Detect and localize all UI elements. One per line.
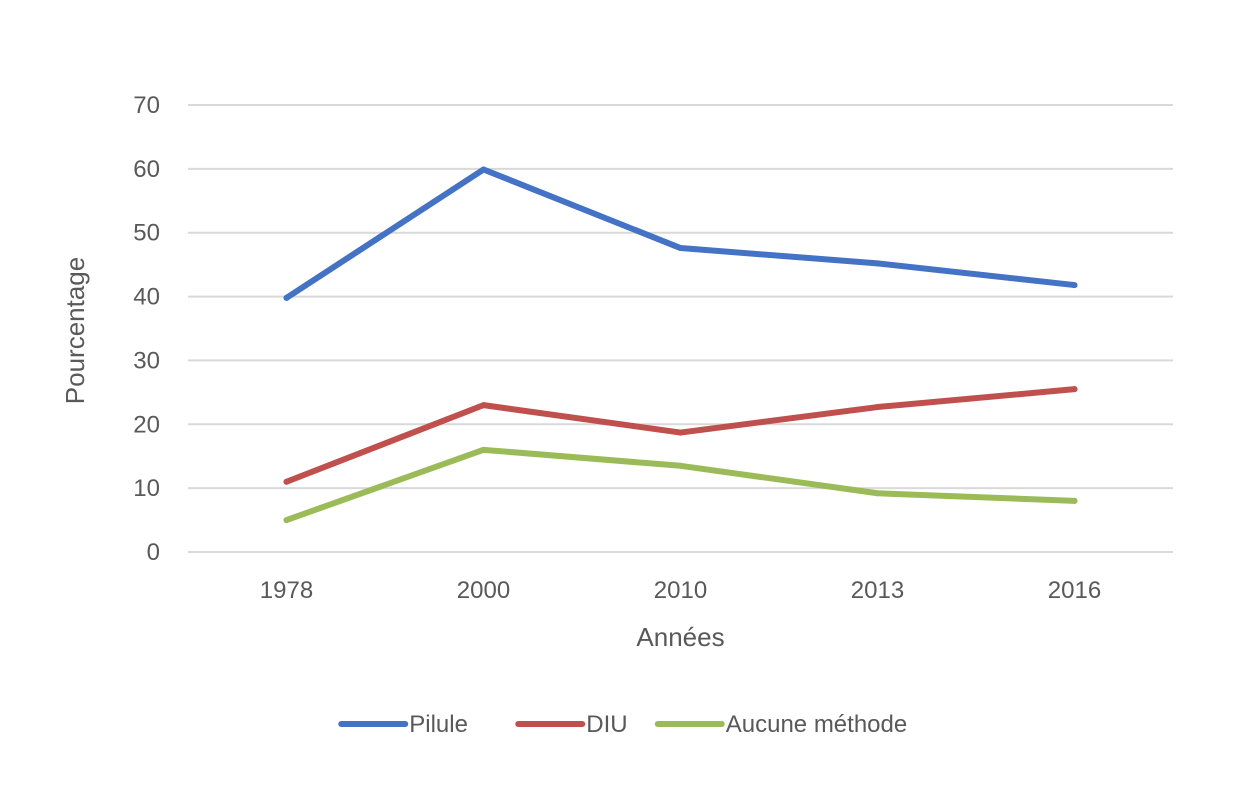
y-tick-label: 40 [133,284,160,311]
x-axis-ticks: 1978 2000 2010 2013 2016 [260,577,1101,604]
data-point [677,245,684,252]
x-tick-label: 2010 [654,577,707,604]
gridlines [188,104,1173,553]
x-tick-label: 1978 [260,577,313,604]
data-point [874,260,881,267]
data-point [1071,497,1078,504]
legend-label: DIU [586,711,627,738]
legend-item-aucune-m-thode: Aucune méthode [654,711,907,738]
legend-label: Aucune méthode [726,711,907,738]
data-point [283,517,290,524]
data-point [480,446,487,453]
data-point [677,462,684,469]
series-lines [283,166,1078,524]
data-point [283,294,290,301]
y-tick-label: 60 [133,156,160,183]
y-tick-label: 70 [133,92,160,119]
x-tick-label: 2013 [851,577,904,604]
y-tick-label: 30 [133,347,160,374]
data-point [677,429,684,436]
y-tick-label: 50 [133,220,160,247]
data-point [480,166,487,173]
data-point [874,404,881,411]
x-tick-label: 2000 [457,577,510,604]
y-tick-label: 10 [133,475,160,502]
data-point [480,402,487,409]
y-tick-label: 20 [133,411,160,438]
y-axis-ticks: 0 10 20 30 40 50 60 70 [133,92,160,566]
legend-item-diu: DIU [515,711,628,738]
x-tick-label: 2016 [1048,577,1101,604]
legend-label: Pilule [409,711,468,738]
data-point [1071,282,1078,289]
data-point [874,490,881,497]
y-axis-title: Pourcentage [60,257,90,404]
legend: Pilule DIU Aucune méthode [338,711,907,738]
data-point [283,478,290,485]
series-line-aucune-m-thode [283,446,1078,524]
x-axis-title: Années [636,622,724,652]
legend-item-pilule: Pilule [338,711,468,738]
y-tick-label: 0 [147,539,160,566]
data-point [1071,386,1078,393]
